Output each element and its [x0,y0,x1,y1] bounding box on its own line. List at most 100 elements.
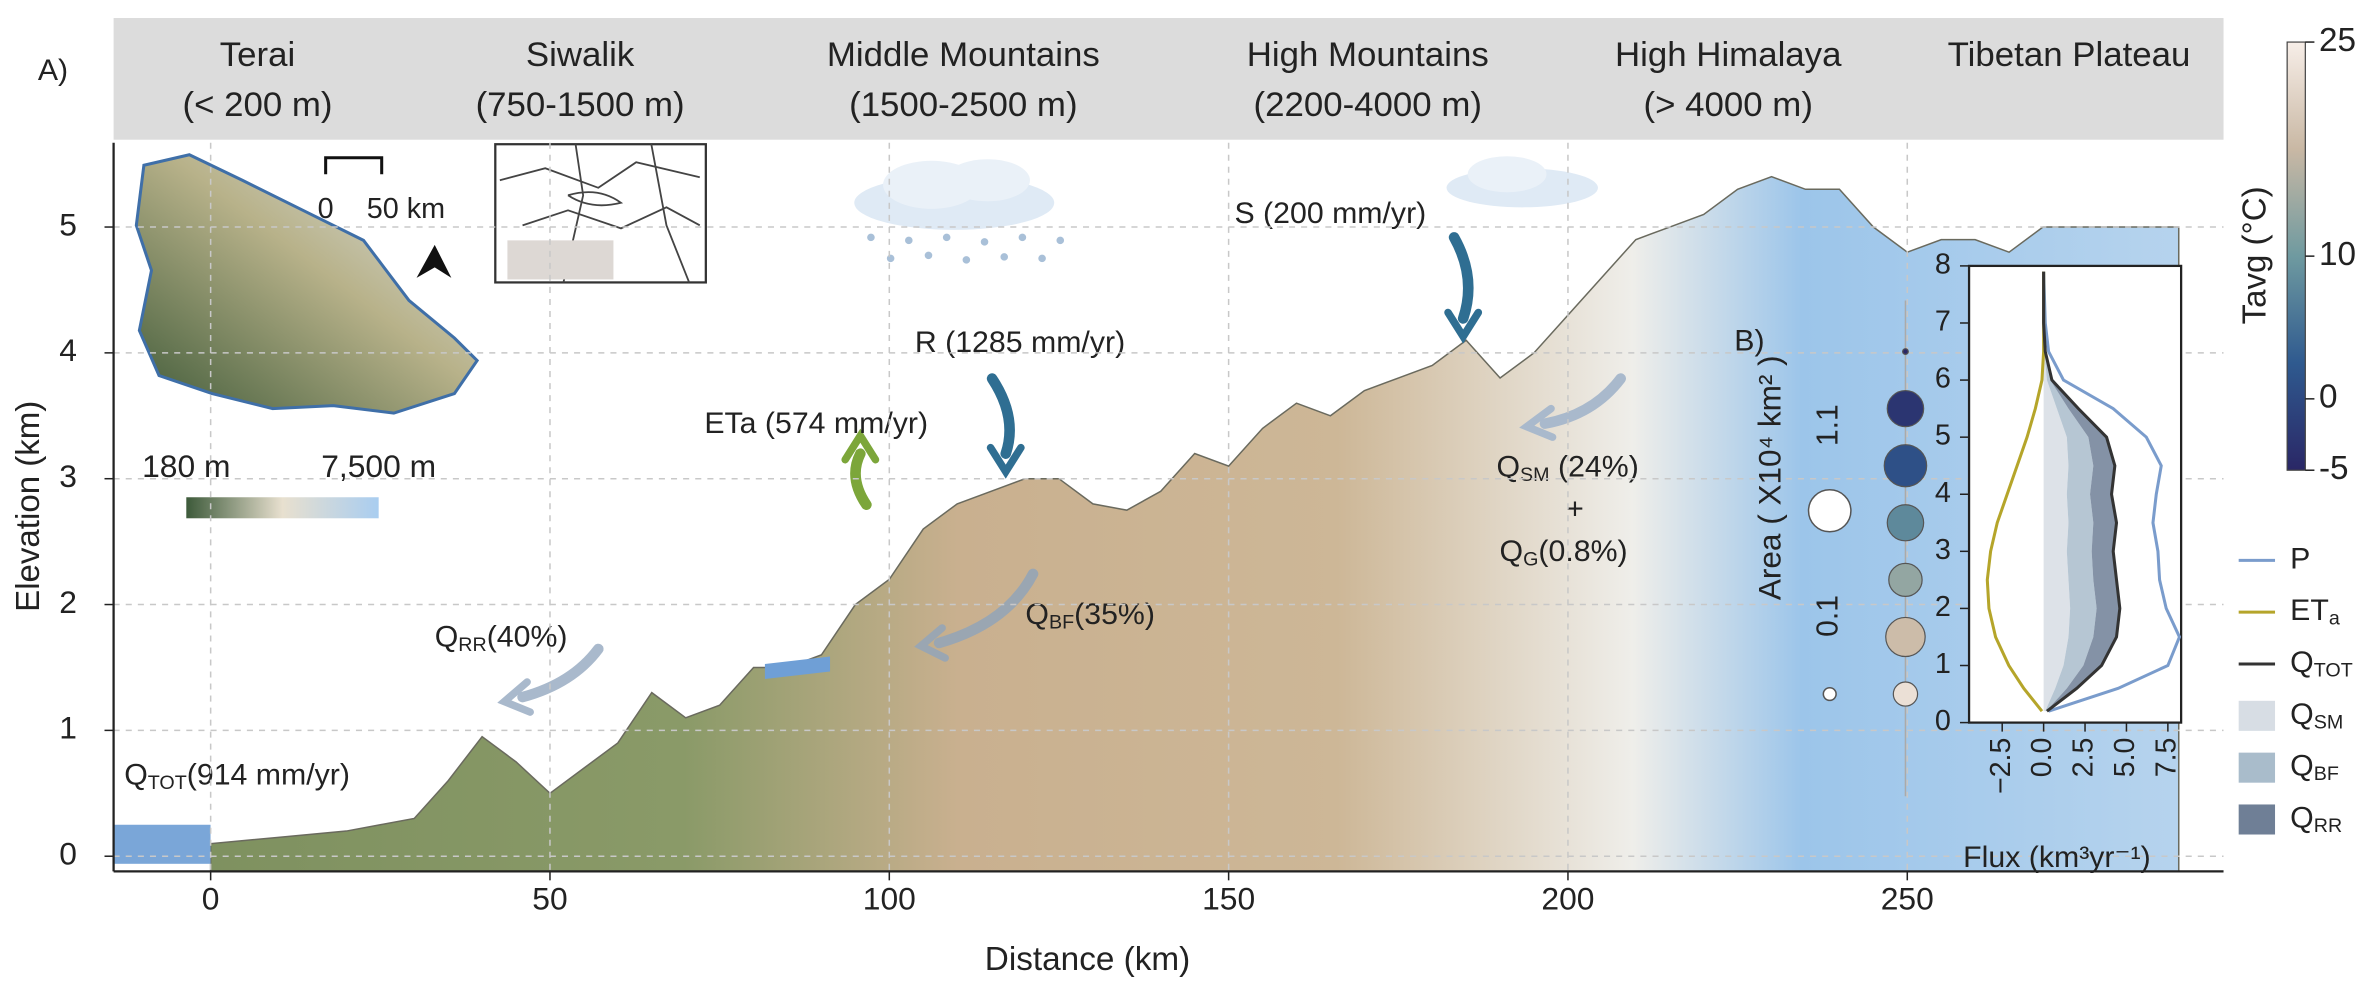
x-tick-label: 50 [532,881,567,917]
x-tick-label: 5.0 [2109,738,2141,778]
colorbar-tick-label: 25 [2319,22,2356,59]
x-axis-title: Distance (km) [985,941,1190,978]
annotation-main: Q [435,621,459,654]
zone-name: Middle Mountains [827,36,1100,74]
zone-band [114,18,2224,140]
zone-name: High Himalaya [1615,36,1842,74]
x-tick-label: 150 [1202,881,1255,917]
legend-label: QSM [2290,698,2343,734]
x-tick-label: 2.5 [2068,738,2100,778]
annotation: QRR(40%) [435,621,568,657]
elevation-bar [186,497,378,518]
zone-name: Siwalik [526,36,635,74]
area-bubble [1884,445,1926,487]
legend-label-sub: TOT [2314,660,2353,682]
x-tick-label: 7.5 [2150,738,2182,778]
y-tick-label: 4 [59,332,77,368]
zone-range: (1500-2500 m) [849,86,1077,124]
legend-label: QTOT [2290,646,2353,682]
annotation-rest: (35%) [1074,598,1155,631]
scale-label: 0 [318,193,334,225]
area-bubble [1893,682,1917,706]
zone-range: (2200-4000 m) [1254,86,1482,124]
zone-name: Tibetan Plateau [1948,36,2191,74]
legend-swatch [2239,753,2275,783]
panel-label: A) [38,54,68,87]
legend-label: QBF [2290,750,2339,786]
legend-label-main: Q [2290,646,2314,679]
y-axis-title: Elevation (km) [10,401,47,612]
locator-area [507,240,613,279]
colorbar-tick-label: 0 [2319,379,2338,416]
annotation: S (200 mm/yr) [1234,197,1426,230]
annotation: QG(0.8%) [1500,535,1628,571]
x-tick-label: 250 [1881,881,1934,917]
annotation-rest: (0.8%) [1538,535,1627,568]
y-tick-label: 4 [1935,477,1951,509]
annotation-main: Q [1500,535,1524,568]
legend-swatch [2239,701,2275,731]
zone-name: High Mountains [1247,36,1489,74]
x-tick-label: 100 [863,881,916,917]
area-bubble [1903,349,1909,355]
annotation-main: ETa (574 mm/yr) [704,407,928,440]
size-legend-circle [1809,490,1851,532]
y-tick-label: 8 [1935,249,1951,281]
size-legend-label: 1.1 [1812,404,1845,446]
size-legend-label: 0.1 [1812,595,1845,637]
legend-label-main: ET [2290,594,2329,627]
colorbar [2287,42,2305,470]
legend-label-sub: SM [2314,712,2344,734]
x-tick-label: 0.0 [2026,738,2058,778]
legend-label-main: Q [2290,698,2314,731]
scale-bar [326,158,382,175]
colorbar-title: Tavg (°C) [2237,186,2274,324]
legend-label-sub: a [2329,608,2340,630]
y-tick-label: 5 [59,206,77,242]
scale-label: 50 km [367,193,445,225]
annotation-rest: (914 mm/yr) [187,759,350,792]
annotation-sub: BF [1049,612,1074,634]
size-legend-circle [1823,688,1836,701]
legend-label: QRR [2290,802,2342,838]
annotation: QBF(35%) [1025,598,1155,634]
legend-label-sub: BF [2314,763,2339,785]
y-tick-label: 1 [59,710,77,746]
annotation-sub: TOT [148,772,187,794]
figure: S (200 mm/yr) R (1285 mm/yr) ETa (574 mm/y… [0,0,2375,990]
y-tick-label: 0 [59,836,77,872]
annotation-main: Q [1025,598,1049,631]
y-tick-label: 0 [1935,705,1951,737]
area-bubble [1886,617,1925,656]
legend-label-main: Q [2290,750,2314,783]
page: S (200 mm/yr) R (1285 mm/yr) ETa (574 mm/y… [0,0,2375,990]
x-axis-title: Flux (km³yr⁻¹) [1963,841,2151,874]
zone-range: (< 200 m) [182,86,332,124]
x-tick-label: 200 [1541,881,1594,917]
legend-label-main: Q [2290,802,2314,835]
zone-range: (> 4000 m) [1644,86,1813,124]
y-tick-label: 3 [1935,534,1951,566]
annotation-sub: G [1523,549,1538,571]
legend-label-sub: RR [2314,815,2342,837]
river [114,825,211,864]
annotation-main: S (200 mm/yr) [1234,197,1426,230]
x-tick-label: 0 [202,881,220,917]
area-bubble [1887,391,1923,427]
area-bubble [1887,505,1923,541]
annotation: R (1285 mm/yr) [915,326,1125,359]
colorbar-tick-label: 10 [2319,236,2356,273]
rain [867,234,1064,264]
zone-range: (750-1500 m) [476,86,685,124]
legend-label: ETa [2290,594,2340,630]
annotation: ETa (574 mm/yr) [704,407,928,440]
y-tick-label: 1 [1935,648,1951,680]
legend-swatch [2239,804,2275,834]
size-title: Area ( X10⁴ km² ) [1751,355,1787,600]
annotation-main: Q [124,759,148,792]
panel-label: B) [1734,325,1764,358]
annotation-main: + [1566,493,1584,526]
zone-name: Terai [220,36,295,74]
y-tick-label: 2 [59,584,77,620]
elevation-min: 180 m [142,448,230,484]
